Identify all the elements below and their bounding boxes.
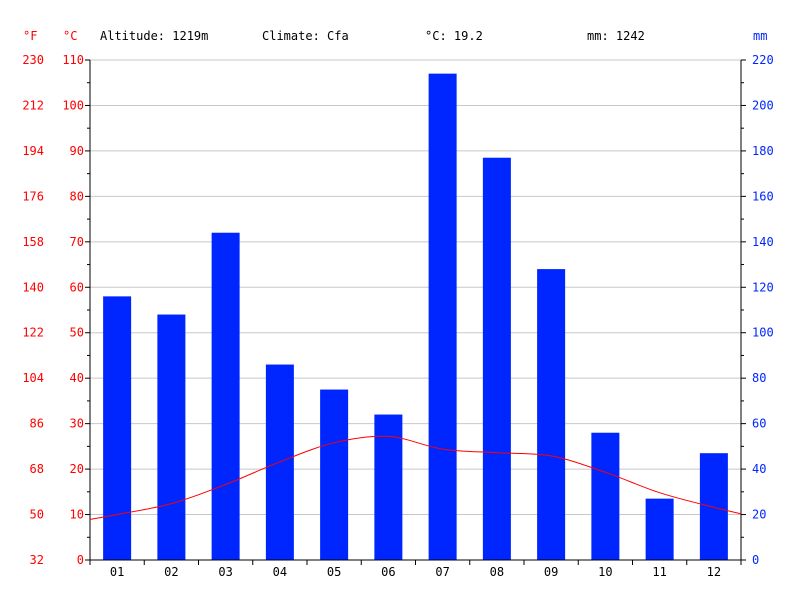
c-tick-label: 100 [62, 98, 84, 112]
month-label-05: 05 [327, 565, 341, 579]
month-label-03: 03 [218, 565, 232, 579]
f-tick-label: 50 [30, 508, 44, 522]
c-tick-label: 40 [70, 371, 84, 385]
month-label-08: 08 [490, 565, 504, 579]
mm-tick-label: 140 [752, 235, 774, 249]
mm-tick-label: 220 [752, 53, 774, 67]
month-label-07: 07 [435, 565, 449, 579]
precip-bar-12 [699, 453, 728, 560]
temperature-line [89, 435, 742, 520]
c-tick-label: 90 [70, 144, 84, 158]
unit-f-label: °F [23, 29, 37, 43]
month-label-10: 10 [598, 565, 612, 579]
f-tick-label: 68 [30, 462, 44, 476]
c-tick-label: 60 [70, 280, 84, 294]
precip-bar-09 [537, 269, 566, 560]
unit-c-label: °C [63, 29, 77, 43]
month-label-12: 12 [707, 565, 721, 579]
mm-tick-label: 100 [752, 326, 774, 340]
temperature-line-group [89, 435, 742, 520]
month-label-06: 06 [381, 565, 395, 579]
f-tick-label: 176 [22, 189, 44, 203]
c-tick-label: 80 [70, 189, 84, 203]
f-tick-label: 104 [22, 371, 44, 385]
precip-bar-07 [428, 73, 457, 561]
mm-tick-label: 0 [752, 553, 759, 567]
mm-tick-label: 180 [752, 144, 774, 158]
precip-bar-11 [645, 498, 674, 560]
f-tick-label: 32 [30, 553, 44, 567]
avg-temp-label: °C: 19.2 [425, 29, 483, 43]
precip-bar-08 [482, 157, 511, 560]
precip-bar-02 [157, 314, 186, 560]
f-tick-label: 212 [22, 98, 44, 112]
month-label-04: 04 [273, 565, 287, 579]
mm-tick-label: 60 [752, 417, 766, 431]
precip-bar-05 [320, 389, 349, 560]
mm-tick-label: 160 [752, 189, 774, 203]
month-label-09: 09 [544, 565, 558, 579]
c-tick-label: 10 [70, 508, 84, 522]
c-tick-label: 30 [70, 417, 84, 431]
c-tick-label: 110 [62, 53, 84, 67]
mm-tick-label: 120 [752, 280, 774, 294]
precipitation-bars [103, 73, 728, 561]
month-label-02: 02 [164, 565, 178, 579]
c-tick-label: 0 [77, 553, 84, 567]
chart-header: °F °C Altitude: 1219m Climate: Cfa °C: 1… [23, 29, 767, 43]
altitude-label: Altitude: 1219m [100, 29, 208, 43]
climate-label: Climate: Cfa [262, 29, 349, 43]
f-tick-label: 230 [22, 53, 44, 67]
mm-tick-label: 80 [752, 371, 766, 385]
precip-total-label: mm: 1242 [587, 29, 645, 43]
mm-tick-label: 200 [752, 98, 774, 112]
precip-bar-10 [591, 432, 620, 560]
month-label-11: 11 [652, 565, 666, 579]
mm-tick-label: 20 [752, 508, 766, 522]
precip-bar-06 [374, 414, 403, 560]
f-tick-label: 140 [22, 280, 44, 294]
c-tick-label: 20 [70, 462, 84, 476]
unit-mm-label: mm [753, 29, 767, 43]
f-tick-label: 86 [30, 417, 44, 431]
grid-lines [90, 59, 741, 516]
precip-bar-01 [103, 296, 132, 560]
f-tick-label: 122 [22, 326, 44, 340]
month-label-01: 01 [110, 565, 124, 579]
c-tick-label: 70 [70, 235, 84, 249]
mm-tick-label: 40 [752, 462, 766, 476]
f-tick-label: 194 [22, 144, 44, 158]
axes [85, 59, 746, 565]
f-tick-label: 158 [22, 235, 44, 249]
c-tick-label: 50 [70, 326, 84, 340]
precip-bar-03 [211, 232, 240, 560]
